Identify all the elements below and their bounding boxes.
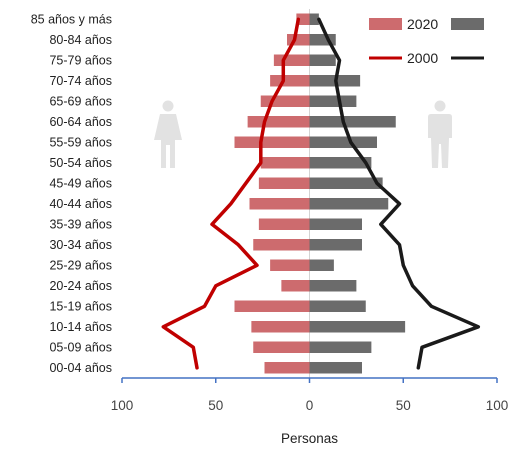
bar-2020-right-15-19-a-os xyxy=(309,300,366,312)
category-label-45-49-a-os: 45-49 años xyxy=(49,176,112,190)
legend-swatch-2020-female xyxy=(369,18,402,30)
bar-2020-left-60-64-a-os xyxy=(247,116,310,128)
category-label-85-a-os-y-m-s: 85 años y más xyxy=(31,12,112,26)
bar-2020-left-75-79-a-os xyxy=(273,54,310,66)
bar-2020-left-80-84-a-os xyxy=(287,34,310,46)
bar-2020-right-30-34-a-os xyxy=(309,239,362,251)
category-label-35-39-a-os: 35-39 años xyxy=(49,217,112,231)
lines-2000 xyxy=(161,17,481,370)
bar-2020-right-45-49-a-os xyxy=(309,177,383,189)
bars-2020-left xyxy=(234,13,310,374)
bar-2020-right-25-29-a-os xyxy=(309,259,334,271)
x-tick-label-3: 50 xyxy=(396,398,411,413)
bar-2020-left-20-24-a-os xyxy=(281,280,310,292)
female-figure-icon xyxy=(154,100,182,168)
category-label-30-34-a-os: 30-34 años xyxy=(49,238,112,252)
legend-label-2020: 2020 xyxy=(407,16,438,32)
bar-2020-left-50-54-a-os xyxy=(260,157,310,169)
bar-2020-right-00-04-a-os xyxy=(309,362,362,374)
bar-2020-right-35-39-a-os xyxy=(309,218,362,230)
bar-2020-left-05-09-a-os xyxy=(253,341,310,353)
bar-2020-right-60-64-a-os xyxy=(309,116,396,128)
male-figure-icon xyxy=(428,100,452,168)
category-labels: 85 años y más 80-84 años 75-79 años 70-74 a… xyxy=(31,12,112,375)
x-tick-label-2: 0 xyxy=(306,398,314,413)
x-tick-label-0: 100 xyxy=(111,398,134,413)
bar-2020-left-30-34-a-os xyxy=(253,239,310,251)
category-label-25-29-a-os: 25-29 años xyxy=(49,258,112,272)
x-tick-label-4: 100 xyxy=(486,398,508,413)
category-label-20-24-a-os: 20-24 años xyxy=(49,279,112,293)
bar-2020-right-40-44-a-os xyxy=(309,198,389,210)
bar-2020-left-40-44-a-os xyxy=(249,198,310,210)
x-axis: 100 50 0 50 100 xyxy=(111,377,508,413)
category-label-80-84-a-os: 80-84 años xyxy=(49,33,112,47)
bar-2020-right-55-59-a-os xyxy=(309,136,377,148)
category-label-65-69-a-os: 65-69 años xyxy=(49,94,112,108)
category-label-50-54-a-os: 50-54 años xyxy=(49,156,112,170)
bar-2020-right-75-79-a-os xyxy=(309,54,336,66)
category-label-75-79-a-os: 75-79 años xyxy=(49,53,112,67)
category-label-15-19-a-os: 15-19 años xyxy=(49,299,112,313)
bar-2020-right-85-a-os-y-m-s xyxy=(309,13,319,25)
category-label-00-04-a-os: 00-04 años xyxy=(49,361,112,375)
category-label-55-59-a-os: 55-59 años xyxy=(49,135,112,149)
bar-2020-left-35-39-a-os xyxy=(258,218,310,230)
bar-2020-right-65-69-a-os xyxy=(309,95,357,107)
legend-swatch-2020-male xyxy=(451,18,484,30)
category-label-40-44-a-os: 40-44 años xyxy=(49,197,112,211)
bar-2020-right-20-24-a-os xyxy=(309,280,357,292)
category-label-10-14-a-os: 10-14 años xyxy=(49,320,112,334)
bar-2020-left-70-74-a-os xyxy=(270,75,310,87)
bar-2020-left-55-59-a-os xyxy=(234,136,310,148)
bar-2020-right-05-09-a-os xyxy=(309,341,372,353)
legend: 2020 2000 xyxy=(369,16,484,66)
legend-label-2000: 2000 xyxy=(407,50,438,66)
bar-2020-right-50-54-a-os xyxy=(309,157,372,169)
x-axis-title: Personas xyxy=(281,431,338,446)
bar-2020-left-85-a-os-y-m-s xyxy=(296,13,310,25)
x-tick-label-1: 50 xyxy=(208,398,223,413)
line-2000-right xyxy=(317,17,481,370)
bar-2020-left-10-14-a-os xyxy=(251,321,310,333)
bars-2020-right xyxy=(309,13,406,374)
bar-2020-left-65-69-a-os xyxy=(260,95,310,107)
category-label-70-74-a-os: 70-74 años xyxy=(49,74,112,88)
line-2000-left xyxy=(161,17,301,370)
bar-2020-left-00-04-a-os xyxy=(264,362,310,374)
bar-2020-left-15-19-a-os xyxy=(234,300,310,312)
category-label-05-09-a-os: 05-09 años xyxy=(49,340,112,354)
bar-2020-left-25-29-a-os xyxy=(270,259,310,271)
bar-2020-left-45-49-a-os xyxy=(258,177,310,189)
bar-2020-right-80-84-a-os xyxy=(309,34,336,46)
category-label-60-64-a-os: 60-64 años xyxy=(49,115,112,129)
bar-2020-right-10-14-a-os xyxy=(309,321,406,333)
